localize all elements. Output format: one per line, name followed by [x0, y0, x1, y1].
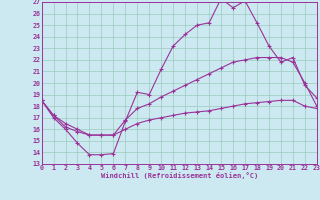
X-axis label: Windchill (Refroidissement éolien,°C): Windchill (Refroidissement éolien,°C) — [100, 172, 258, 179]
